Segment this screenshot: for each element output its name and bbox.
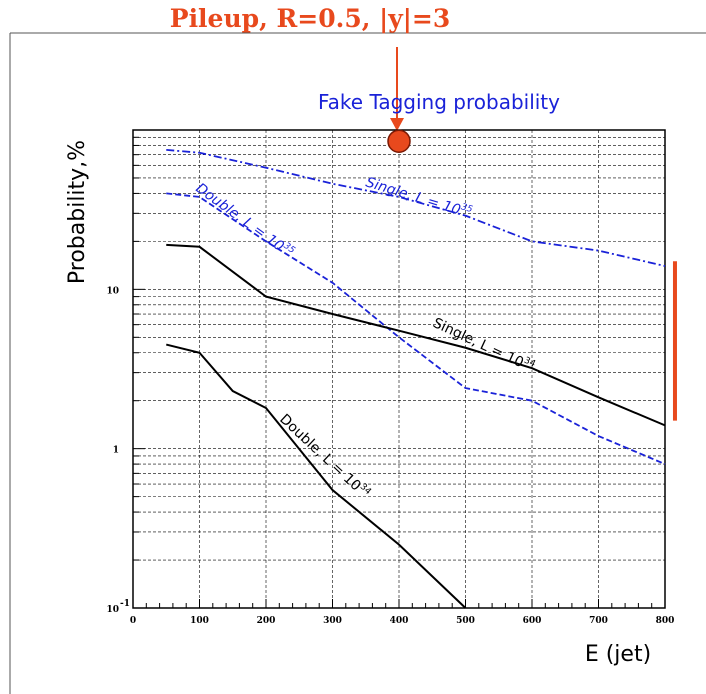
- label-single-34-exponent: 34: [522, 356, 537, 370]
- y-tick-exponent: -1: [120, 599, 130, 609]
- label-single-35-exponent: 35: [460, 202, 474, 215]
- x-tick-label: 300: [323, 616, 342, 626]
- marker-dot: [387, 129, 411, 153]
- curve-1: [166, 192, 666, 465]
- curve-3: [166, 343, 467, 609]
- x-tick-label: 800: [656, 616, 675, 626]
- y-tick-label: 10: [106, 605, 119, 615]
- curve-2: [166, 243, 666, 427]
- y-tick-label: 10: [106, 286, 119, 296]
- x-tick-label: 500: [456, 616, 475, 626]
- label-double-35-text: Double, L = 10: [193, 180, 287, 255]
- label-single-35: Single, L = 1035: [364, 174, 474, 222]
- label-single-34: Single, L = 1034: [430, 314, 537, 376]
- x-tick-label: 700: [589, 616, 608, 626]
- curve-0: [166, 149, 666, 267]
- label-double-34: Double, L = 1034: [276, 410, 373, 502]
- x-tick-label: 600: [523, 616, 542, 626]
- label-double-34-text: Double, L = 10: [276, 411, 364, 494]
- x-tick-label: 400: [390, 616, 409, 626]
- label-single-35-text: Single, L = 10: [364, 175, 463, 219]
- y-axis-label: Probability,%: [65, 140, 90, 284]
- x-tick-label: 200: [257, 616, 276, 626]
- annotation-title: Pileup, R=0.5, |y|=3: [170, 4, 450, 33]
- markers: [387, 129, 677, 421]
- label-double-35: Double, L = 1035: [193, 179, 297, 261]
- annotation-arrow-head: [390, 118, 404, 131]
- curves: [166, 149, 666, 609]
- plot-title: Fake Tagging probability: [318, 90, 560, 114]
- x-tick-label: 100: [190, 616, 209, 626]
- x-tick-label: 0: [130, 616, 136, 626]
- y-tick-label: 1: [113, 446, 119, 456]
- x-axis-label: E (jet): [585, 642, 651, 667]
